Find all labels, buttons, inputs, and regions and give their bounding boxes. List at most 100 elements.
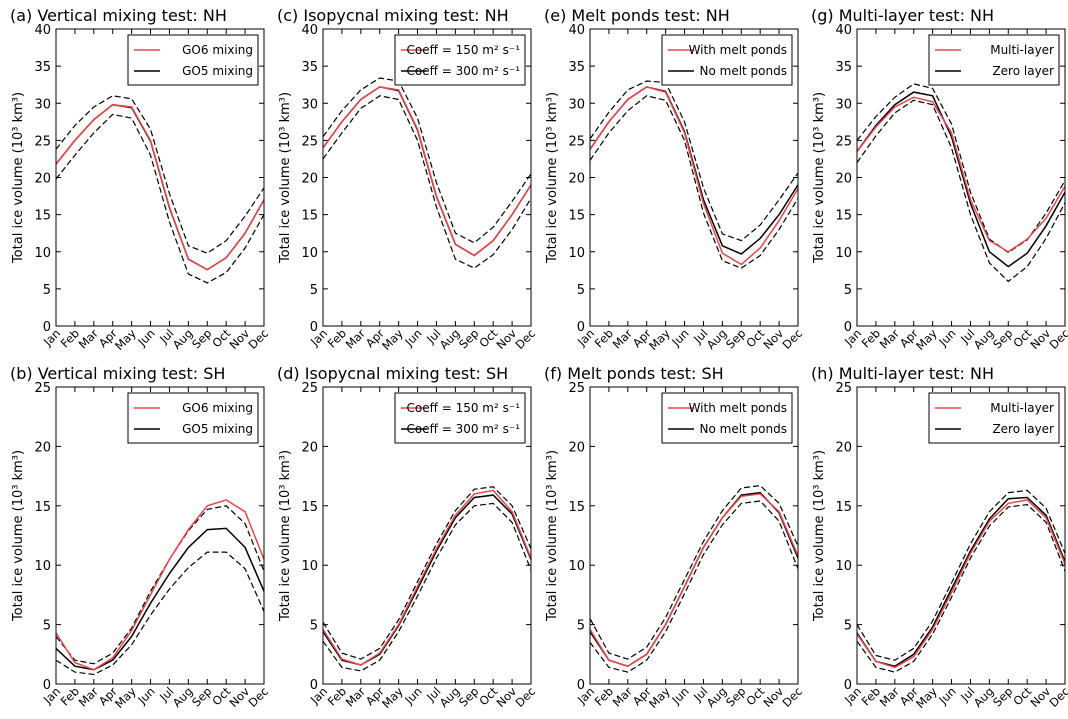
legend-label: Coeff = 150 m² s⁻¹ xyxy=(407,43,521,57)
y-tick-label: 5 xyxy=(577,619,585,634)
x-tick-label: Jun xyxy=(668,684,691,707)
legend-label: With melt ponds xyxy=(689,43,787,57)
series-line xyxy=(589,491,799,668)
y-tick-label: 25 xyxy=(835,134,852,149)
y-tick-label: 0 xyxy=(844,678,852,693)
chart-panel-1: (a) Vertical mixing test: NH Total ice vo… xyxy=(10,6,271,353)
x-tick-label: Dec xyxy=(1046,684,1068,710)
y-tick-label: 30 xyxy=(34,97,51,112)
y-axis-label: Total ice volume (10³ km³) xyxy=(545,450,560,622)
y-tick-label: 40 xyxy=(568,23,585,38)
y-tick-label: 40 xyxy=(835,23,852,38)
y-tick-label: 20 xyxy=(568,440,585,455)
envelope-line xyxy=(55,113,265,284)
x-tick-label: Jun xyxy=(668,326,691,349)
chart-panel-2: (c) Isopycnal mixing test: NH Total ice v… xyxy=(277,6,538,353)
y-tick-label: 20 xyxy=(835,440,852,455)
y-tick-label: 20 xyxy=(835,172,852,187)
y-tick-label: 5 xyxy=(43,283,51,298)
envelope-line xyxy=(856,99,1066,283)
legend-label: GO6 mixing xyxy=(182,401,253,415)
envelope-line xyxy=(589,500,799,673)
legend-box xyxy=(928,392,1060,444)
plot-frame xyxy=(856,386,1066,685)
legend-label: No melt ponds xyxy=(700,422,788,436)
y-tick-label: 20 xyxy=(301,172,318,187)
chart-title: (e) Melt ponds test: NH xyxy=(544,6,730,25)
chart-panel-4: (g) Multi-layer test: NH Total ice volume… xyxy=(811,6,1068,353)
plot-frame xyxy=(55,386,265,685)
y-tick-label: 0 xyxy=(577,678,585,693)
x-tick-label: Jun xyxy=(935,684,958,707)
legend-box xyxy=(661,392,793,444)
y-tick-label: 40 xyxy=(34,23,51,38)
y-tick-label: 15 xyxy=(301,500,318,515)
y-tick-label: 5 xyxy=(43,619,51,634)
series-line xyxy=(856,499,1066,669)
y-tick-label: 30 xyxy=(835,97,852,112)
chart-title: (d) Isopycnal mixing test: SH xyxy=(277,364,508,383)
y-tick-label: 10 xyxy=(34,246,51,261)
chart-title: (b) Vertical mixing test: SH xyxy=(10,364,225,383)
y-tick-label: 5 xyxy=(844,283,852,298)
legend-label: GO5 mixing xyxy=(182,64,253,78)
y-tick-label: 25 xyxy=(568,134,585,149)
x-tick-label: Dec xyxy=(779,326,805,352)
series-line xyxy=(322,86,532,257)
y-axis-label: Total ice volume (10³ km³) xyxy=(278,450,293,622)
y-tick-label: 35 xyxy=(568,60,585,75)
legend-box xyxy=(394,392,526,444)
x-tick-label: Jun xyxy=(401,326,424,349)
legend-label: Coeff = 150 m² s⁻¹ xyxy=(407,401,521,415)
envelope-line xyxy=(55,505,265,665)
legend-label: Zero layer xyxy=(992,422,1054,436)
y-tick-label: 30 xyxy=(568,97,585,112)
y-tick-label: 5 xyxy=(577,283,585,298)
y-tick-label: 0 xyxy=(310,320,318,335)
x-tick-label: Dec xyxy=(512,326,538,352)
chart-title: (h) Multi-layer test: NH xyxy=(811,364,994,383)
y-tick-label: 0 xyxy=(310,678,318,693)
legend-label: GO5 mixing xyxy=(182,422,253,436)
x-tick-label: Dec xyxy=(245,684,271,710)
chart-panel-7: (f) Melt ponds test: SH Total ice volume … xyxy=(544,364,805,711)
y-tick-label: 30 xyxy=(301,97,318,112)
envelope-line xyxy=(322,502,532,672)
envelope-line xyxy=(322,486,532,660)
series-line xyxy=(856,91,1066,268)
y-tick-label: 35 xyxy=(301,60,318,75)
y-axis-label: Total ice volume (10³ km³) xyxy=(278,92,293,264)
y-tick-label: 0 xyxy=(577,320,585,335)
legend-label: Coeff = 300 m² s⁻¹ xyxy=(407,422,521,436)
legend-label: Zero layer xyxy=(992,64,1054,78)
y-tick-label: 15 xyxy=(34,209,51,224)
y-axis-label: Total ice volume (10³ km³) xyxy=(11,450,26,622)
series-line xyxy=(856,496,1066,668)
y-axis-label: Total ice volume (10³ km³) xyxy=(545,92,560,264)
y-tick-label: 5 xyxy=(844,619,852,634)
y-tick-label: 10 xyxy=(568,246,585,261)
y-axis-label: Total ice volume (10³ km³) xyxy=(11,92,26,264)
envelope-line xyxy=(589,80,799,242)
chart-panel-3: (e) Melt ponds test: NH Total ice volume … xyxy=(544,6,805,353)
plot-frame xyxy=(589,28,799,327)
y-tick-label: 10 xyxy=(568,559,585,574)
y-tick-label: 20 xyxy=(301,440,318,455)
series-line xyxy=(322,86,532,257)
x-tick-label: Dec xyxy=(245,326,271,352)
y-tick-label: 15 xyxy=(835,209,852,224)
legend-box xyxy=(127,392,259,444)
y-tick-label: 0 xyxy=(43,678,51,693)
envelope-line xyxy=(55,551,265,676)
plot-frame xyxy=(322,386,532,685)
legend-label: Multi-layer xyxy=(990,401,1054,415)
y-tick-label: 20 xyxy=(568,172,585,187)
y-tick-label: 5 xyxy=(310,283,318,298)
y-tick-label: 10 xyxy=(34,559,51,574)
y-tick-label: 25 xyxy=(34,381,51,396)
chart-panel-6: (d) Isopycnal mixing test: SH Total ice v… xyxy=(277,364,538,711)
y-tick-label: 10 xyxy=(835,559,852,574)
chart-title: (g) Multi-layer test: NH xyxy=(811,6,994,25)
legend-label: Multi-layer xyxy=(990,43,1054,57)
